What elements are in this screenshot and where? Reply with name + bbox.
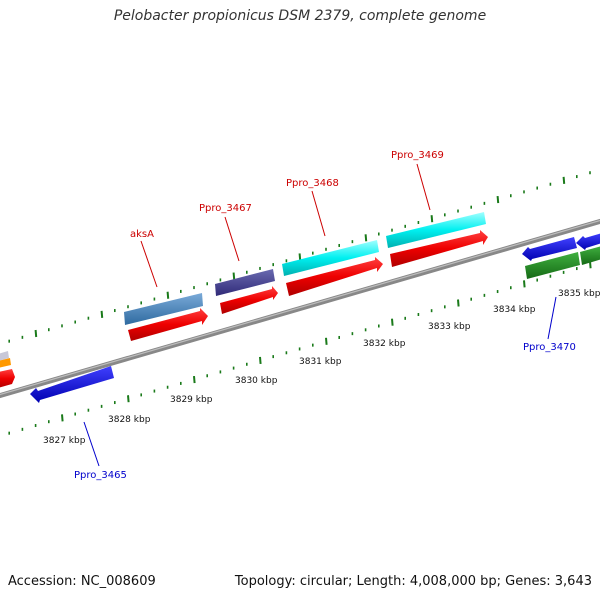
leader-ppro-3468	[311, 190, 326, 237]
partial-feature-orange	[0, 358, 11, 368]
tick-mark	[523, 280, 526, 288]
gene-label-ppro-3467: Ppro_3467	[199, 203, 252, 214]
feature-ppro-3467[interactable]	[215, 269, 275, 296]
tick-mark	[34, 329, 38, 338]
scale-label-3833: 3833 kbp	[428, 322, 471, 332]
tick-mark	[166, 291, 170, 299]
cds-arrow-ppro-3467[interactable]	[220, 286, 278, 314]
tick-mark	[457, 299, 460, 307]
leader-ppro-3469	[416, 163, 431, 211]
tick-mark	[364, 234, 368, 242]
leader-ppro-3470	[547, 296, 557, 340]
partial-cds-red	[0, 369, 15, 388]
leader-aksA	[140, 240, 158, 288]
scale-label-3827: 3827 kbp	[43, 436, 86, 446]
feature-ppro-3470-green[interactable]	[525, 252, 580, 279]
cds-arrow-ppro-3465[interactable]	[30, 366, 114, 403]
tick-mark	[325, 337, 328, 345]
scale-label-3828: 3828 kbp	[108, 415, 151, 425]
tick-mark	[100, 310, 104, 318]
genome-backbone	[0, 218, 600, 399]
cds-arrow-ppro-3468[interactable]	[286, 257, 383, 296]
tick-mark	[298, 253, 302, 261]
tick-marks	[8, 171, 592, 435]
gene-label-ppro-3469: Ppro_3469	[391, 150, 444, 161]
gene-label-ppro-3470: Ppro_3470	[523, 342, 576, 353]
tick-mark	[391, 318, 394, 326]
genome-title: Pelobacter propionicus DSM 2379, complet…	[113, 8, 487, 24]
cds-arrow-ppro-3470-next	[576, 233, 600, 250]
tick-mark	[430, 215, 434, 223]
feature-green-next	[580, 246, 600, 265]
gene-label-aksA: aksA	[130, 229, 154, 240]
tick-mark	[193, 375, 196, 384]
scale-label-3834: 3834 kbp	[493, 305, 536, 315]
feature-ppro-3469[interactable]	[386, 212, 486, 248]
tick-mark	[61, 414, 64, 422]
tick-mark	[562, 176, 566, 184]
feature-ppro-3468[interactable]	[282, 240, 379, 276]
gene-label-ppro-3468: Ppro_3468	[286, 178, 339, 189]
feature-aksA[interactable]	[124, 293, 203, 325]
scale-label-3830: 3830 kbp	[235, 376, 278, 386]
topology-text: Topology: circular; Length: 4,008,000 bp…	[234, 574, 592, 589]
scale-label-3829: 3829 kbp	[170, 395, 213, 405]
leader-ppro-3467	[224, 216, 240, 262]
tick-mark	[127, 395, 130, 403]
scale-label-3831: 3831 kbp	[299, 357, 342, 367]
tick-mark	[496, 195, 500, 204]
scale-label-3835: 3835 kbp	[558, 289, 600, 299]
tick-mark	[232, 272, 236, 280]
cds-arrow-ppro-3470[interactable]	[522, 237, 577, 261]
gene-label-ppro-3465: Ppro_3465	[74, 470, 127, 481]
cds-arrow-aksA[interactable]	[128, 308, 208, 341]
accession-text: Accession: NC_008609	[8, 574, 156, 589]
partial-feature-grey	[0, 351, 9, 361]
tick-mark	[259, 356, 262, 365]
cds-arrow-ppro-3469[interactable]	[390, 230, 488, 267]
leader-ppro-3465	[83, 421, 100, 467]
scale-label-3832: 3832 kbp	[363, 339, 406, 349]
